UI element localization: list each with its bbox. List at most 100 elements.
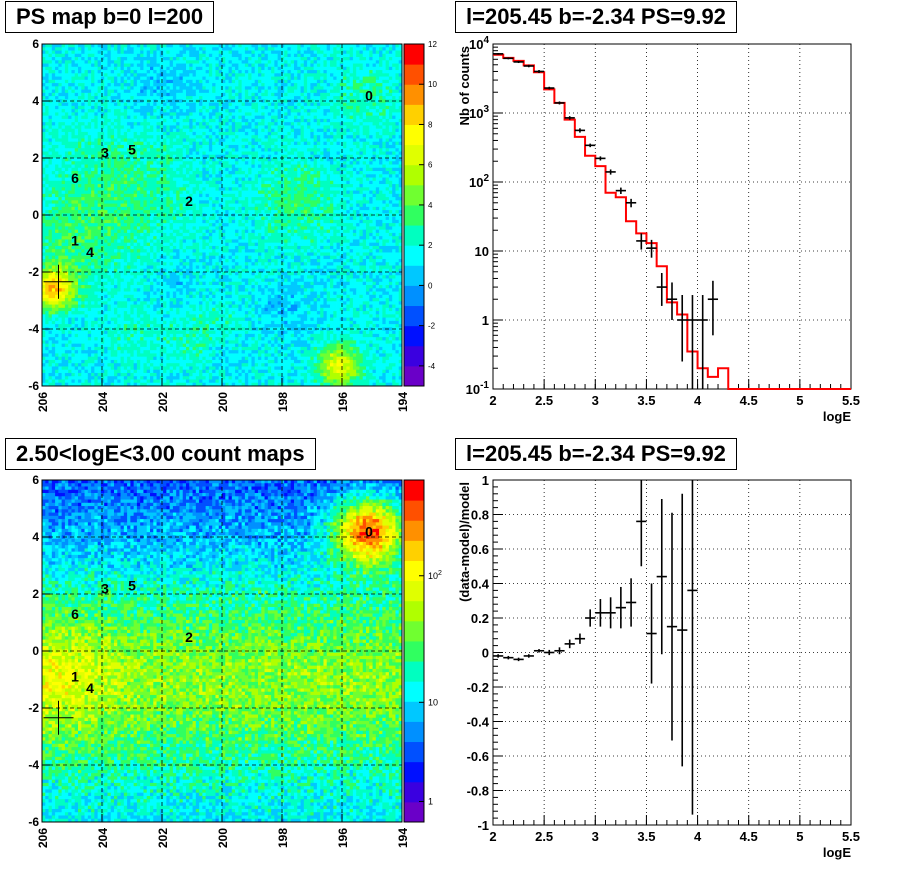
residual-panel: 2 2.5 3 3.5 4 4.5 5 5.5 -1 -0.8 -0.6 -0.4 -0.2 0 0.2 0.… [449, 436, 898, 871]
colorbar-tick-label: 4 [428, 201, 433, 210]
colorbar-tick-label: 10 [428, 80, 437, 89]
y-tick-label: 0 [32, 208, 39, 222]
x-tick-label: 2 [489, 829, 496, 844]
source-label: 2 [185, 193, 193, 209]
x-tick-label: 4 [694, 829, 702, 844]
colorbar [404, 44, 424, 387]
y-tick-label: 2 [32, 151, 39, 165]
ps-map-title: PS map b=0 l=200 [5, 1, 214, 33]
x-tick-label: 3 [592, 393, 599, 408]
y-tick-label: 2 [32, 587, 39, 601]
x-tick-label: 2.5 [535, 829, 553, 844]
source-label: 5 [128, 577, 136, 593]
colorbar-tick-label: 1 [428, 796, 433, 806]
y-tick-label: 0.4 [471, 577, 490, 592]
source-label: 5 [128, 141, 136, 157]
colorbar-tick-label: -4 [428, 362, 436, 371]
y-tick-label: 103 [469, 104, 489, 121]
y-tick-label: 6 [32, 473, 39, 487]
x-tick-label: 200 [216, 828, 230, 848]
source-label: 2 [185, 629, 193, 645]
residual-title: l=205.45 b=-2.34 PS=9.92 [455, 438, 737, 470]
source-label: 0 [365, 523, 373, 539]
y-tick-label: 0.2 [471, 611, 489, 626]
source-label: 1 [71, 669, 79, 685]
source-label: 4 [86, 680, 94, 696]
x-tick-label: 5.5 [842, 393, 860, 408]
x-tick-label: 206 [36, 828, 50, 848]
x-tick-label: 2 [489, 393, 496, 408]
colorbar-tick-label: 102 [428, 570, 442, 581]
y-tick-label: 4 [32, 94, 39, 108]
x-tick-label: 198 [276, 828, 290, 848]
source-label: 3 [101, 580, 109, 596]
spectrum-title: l=205.45 b=-2.34 PS=9.92 [455, 1, 737, 33]
y-tick-label: -4 [28, 322, 39, 336]
x-tick-label: 196 [336, 392, 350, 412]
y-tick-label: 10-1 [466, 380, 490, 397]
colorbar-tick-label: 0 [428, 281, 433, 290]
x-tick-label: 198 [276, 392, 290, 412]
y-tick-label: 0 [482, 646, 489, 661]
residual-chart: 2 2.5 3 3.5 4 4.5 5 5.5 -1 -0.8 -0.6 -0.4 -0.2 0 0.2 0.… [449, 436, 898, 871]
y-tick-label: -6 [28, 815, 39, 829]
y-tick-label: 0.8 [471, 508, 489, 523]
y-tick-label: -1 [477, 818, 489, 833]
y-tick-label: -0.8 [467, 784, 489, 799]
source-label: 6 [71, 170, 79, 186]
y-tick-label: -0.6 [467, 749, 489, 764]
x-tick-label: 204 [96, 828, 110, 848]
y-tick-label: 10 [475, 244, 489, 259]
x-tick-label: 196 [336, 828, 350, 848]
x-tick-label: 194 [396, 392, 410, 412]
y-axis-label: Nb of counts [457, 46, 472, 125]
y-tick-label: -4 [28, 758, 39, 772]
x-tick-label: 4.5 [740, 393, 758, 408]
x-tick-label: 206 [36, 392, 50, 412]
colorbar-tick-label: 12 [428, 40, 437, 49]
count-map-title: 2.50<logE<3.00 count maps [5, 438, 316, 470]
x-tick-label: 2.5 [535, 393, 553, 408]
model-histogram [493, 55, 851, 389]
x-tick-label: 202 [156, 828, 170, 848]
x-tick-label: 5 [796, 393, 803, 408]
x-tick-label: 5 [796, 829, 803, 844]
x-tick-label: 194 [396, 828, 410, 848]
x-axis-label: logE [823, 845, 851, 860]
source-label: 0 [365, 87, 373, 103]
x-tick-label: 202 [156, 392, 170, 412]
source-label: 3 [101, 144, 109, 160]
y-tick-label: -0.2 [467, 680, 489, 695]
y-tick-label: 102 [469, 173, 489, 190]
source-label: 4 [86, 244, 94, 260]
y-tick-label: 4 [32, 530, 39, 544]
y-tick-label: -2 [28, 701, 39, 715]
colorbar-tick-label: 10 [428, 697, 438, 707]
source-label: 1 [71, 233, 79, 249]
colorbar-tick-label: -2 [428, 322, 436, 331]
y-tick-label: 1 [482, 313, 489, 328]
y-tick-label: -6 [28, 379, 39, 393]
y-tick-label: 6 [32, 37, 39, 51]
colorbar-tick-label: 6 [428, 161, 433, 170]
x-tick-label: 3 [592, 829, 599, 844]
y-tick-label: 0 [32, 644, 39, 658]
y-tick-label: -2 [28, 265, 39, 279]
plot-frame [493, 44, 851, 389]
y-tick-label: -0.4 [467, 715, 490, 730]
y-tick-label: 0.6 [471, 542, 489, 557]
x-tick-label: 3.5 [637, 393, 655, 408]
x-tick-label: 4 [694, 393, 702, 408]
x-tick-label: 4.5 [740, 829, 758, 844]
y-tick-label: 1 [482, 473, 489, 488]
x-tick-label: 5.5 [842, 829, 860, 844]
y-axis-label: (data-model)/model [457, 482, 472, 602]
x-tick-label: 3.5 [637, 829, 655, 844]
y-tick-label: 104 [469, 35, 489, 52]
